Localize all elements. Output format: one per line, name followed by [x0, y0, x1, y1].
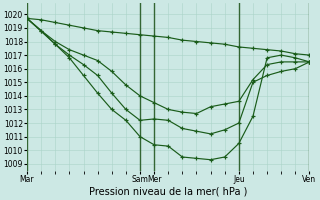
- X-axis label: Pression niveau de la mer( hPa ): Pression niveau de la mer( hPa ): [89, 187, 247, 197]
